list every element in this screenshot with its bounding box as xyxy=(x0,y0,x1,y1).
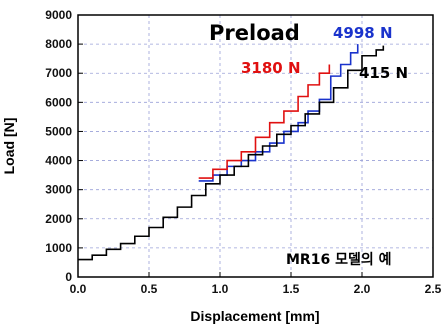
x-tick-label: 1.5 xyxy=(283,282,300,296)
series-line-415-n xyxy=(78,45,385,261)
series-line-4998-n xyxy=(198,44,359,182)
series-label-415: 415 N xyxy=(359,64,408,82)
x-tick-label: 0.0 xyxy=(70,282,87,296)
series-label-3180: 3180 N xyxy=(241,59,301,77)
x-tick-label: 1.0 xyxy=(212,282,229,296)
series-line-3180-n xyxy=(198,64,331,179)
plot-frame xyxy=(77,14,434,278)
y-tick-label: 5000 xyxy=(45,124,72,138)
axis-ticks: 0.0 0.5 1.0 1.5 2.0 2.5 0 1000 2000 3000 4000 5000 6… xyxy=(45,8,441,296)
x-tick-label: 2.0 xyxy=(354,282,371,296)
chart-annotation: MR16 모델의 예 xyxy=(286,251,391,268)
x-tick-label: 0.5 xyxy=(141,282,158,296)
y-tick-label: 6000 xyxy=(45,95,72,109)
y-tick-label: 0 xyxy=(65,270,72,284)
x-tick-label: 2.5 xyxy=(425,282,442,296)
y-tick-label: 4000 xyxy=(45,154,72,168)
y-tick-label: 8000 xyxy=(45,37,72,51)
x-axis-title: Displacement [mm] xyxy=(190,308,319,324)
y-tick-label: 1000 xyxy=(45,241,72,255)
y-tick-label: 7000 xyxy=(45,66,72,80)
y-tick-label: 3000 xyxy=(45,183,72,197)
series-lines xyxy=(78,44,385,261)
y-tick-label: 2000 xyxy=(45,212,72,226)
series-label-4998: 4998 N xyxy=(333,24,393,42)
y-tick-label: 9000 xyxy=(45,8,72,22)
legend-title: Preload xyxy=(209,21,300,45)
y-axis-title: Load [N] xyxy=(1,118,17,175)
